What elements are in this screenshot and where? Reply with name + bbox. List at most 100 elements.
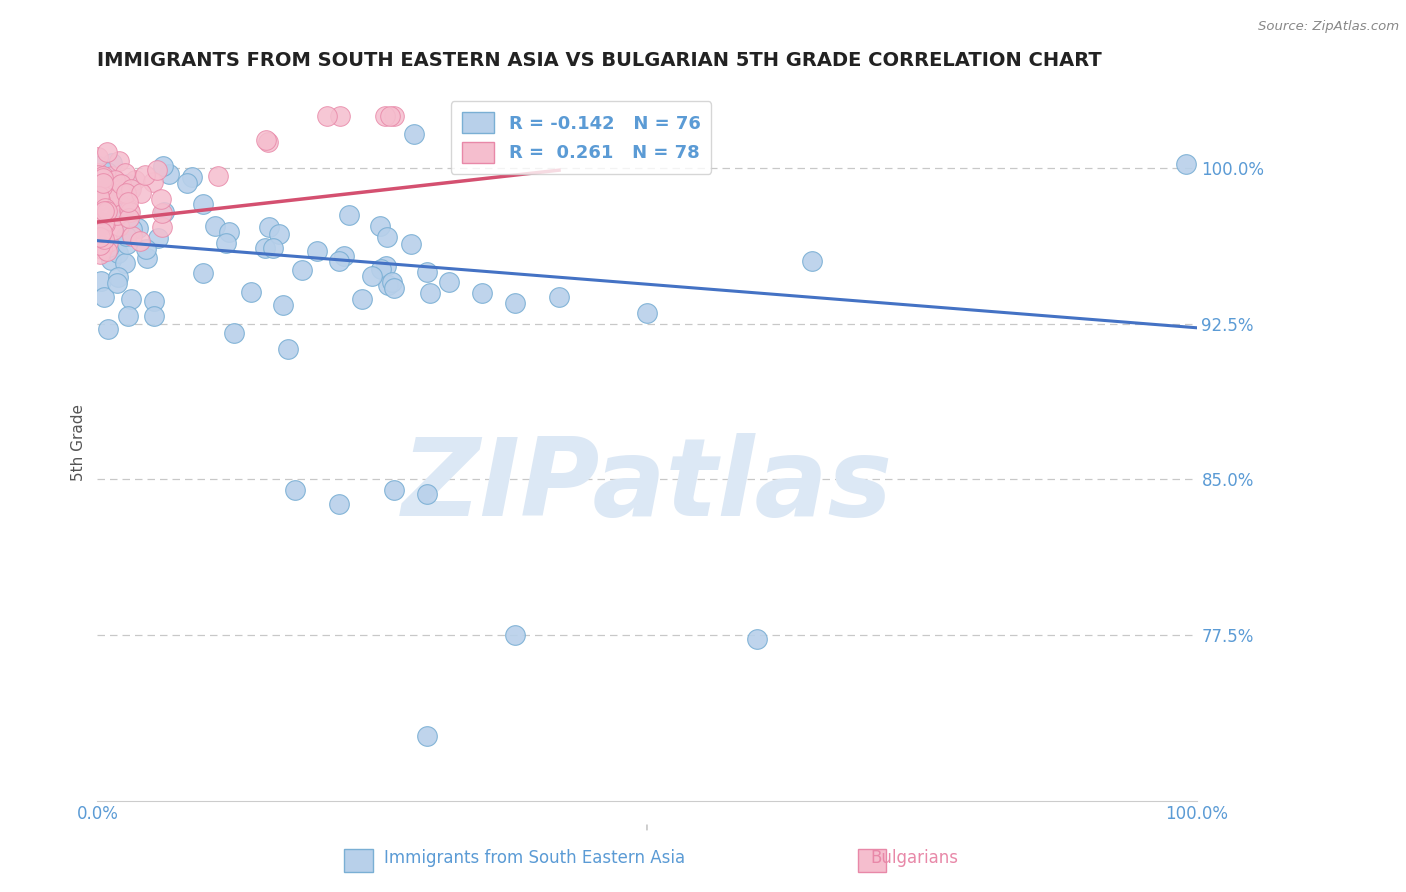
Point (121, 229, 143, 244)
Point (87, 186, 110, 200)
Point (437, 275, 460, 289)
Point (91, 192, 114, 206)
Point (90, 210, 112, 224)
Point (127, 221, 149, 235)
Point (352, 292, 374, 306)
Point (120, 181, 142, 195)
Point (152, 159, 174, 173)
Point (114, 166, 136, 180)
Point (90, 230, 112, 244)
Point (112, 202, 135, 216)
Point (129, 186, 152, 201)
Point (471, 285, 494, 300)
Point (375, 230, 398, 244)
Point (135, 242, 157, 256)
Point (90, 207, 112, 221)
Point (94, 179, 117, 194)
Point (548, 290, 571, 304)
Point (157, 167, 180, 181)
Point (115, 186, 138, 201)
Point (382, 483, 405, 497)
Point (118, 211, 141, 225)
Text: Immigrants from South Eastern Asia: Immigrants from South Eastern Asia (384, 849, 685, 867)
Point (404, 128, 426, 142)
Point (100, 253, 122, 268)
Point (124, 172, 146, 186)
Point (399, 236, 422, 251)
Point (134, 169, 156, 183)
Point (416, 486, 439, 500)
Point (142, 175, 165, 189)
Point (91, 234, 114, 248)
Point (337, 208, 360, 222)
Point (96, 145, 118, 159)
Point (262, 241, 284, 255)
Point (87, 213, 110, 227)
Text: Source: ZipAtlas.com: Source: ZipAtlas.com (1258, 20, 1399, 33)
Point (117, 194, 139, 209)
Point (87, 178, 110, 193)
Point (87, 150, 110, 164)
Point (104, 173, 127, 187)
Point (378, 109, 401, 123)
Point (93, 176, 115, 190)
Point (91, 180, 114, 194)
Point (110, 182, 132, 196)
Point (271, 298, 294, 312)
Point (222, 326, 245, 340)
Point (153, 205, 176, 219)
Point (146, 163, 169, 178)
Point (328, 497, 350, 511)
Point (150, 219, 173, 234)
Point (87, 185, 110, 199)
Point (89, 169, 111, 183)
Point (136, 252, 159, 266)
Point (254, 241, 277, 255)
Point (90, 243, 112, 257)
Point (503, 296, 526, 310)
Point (329, 109, 352, 123)
Point (91, 169, 114, 184)
Point (114, 256, 136, 270)
Point (117, 178, 139, 192)
Point (149, 192, 172, 206)
Point (1174, 157, 1197, 171)
Point (207, 169, 229, 183)
Point (108, 153, 131, 168)
Point (91, 171, 114, 186)
Point (87, 168, 110, 182)
Point (89, 247, 111, 261)
Point (105, 208, 128, 222)
Text: ZIPatlas: ZIPatlas (401, 433, 893, 539)
Point (257, 219, 280, 234)
Point (382, 109, 405, 123)
Point (90, 200, 112, 214)
Point (117, 309, 139, 323)
Point (375, 260, 398, 274)
Point (87, 166, 110, 180)
Point (382, 281, 405, 295)
Point (368, 219, 391, 234)
Point (380, 275, 402, 289)
Point (181, 169, 204, 184)
Point (269, 227, 291, 241)
Y-axis label: 5th Grade: 5th Grade (72, 404, 86, 482)
Point (93, 290, 115, 304)
Point (96, 182, 118, 196)
Point (374, 109, 396, 123)
Point (328, 254, 350, 268)
Point (100, 169, 122, 183)
Point (89, 193, 111, 207)
Point (129, 234, 152, 248)
Point (120, 205, 142, 219)
Point (97, 235, 120, 249)
Point (87, 215, 110, 229)
Point (93, 216, 115, 230)
Point (101, 189, 124, 203)
Point (120, 292, 142, 306)
Point (97, 240, 120, 254)
Point (333, 249, 356, 263)
Point (87, 159, 110, 173)
Point (93, 217, 115, 231)
Point (118, 182, 141, 196)
